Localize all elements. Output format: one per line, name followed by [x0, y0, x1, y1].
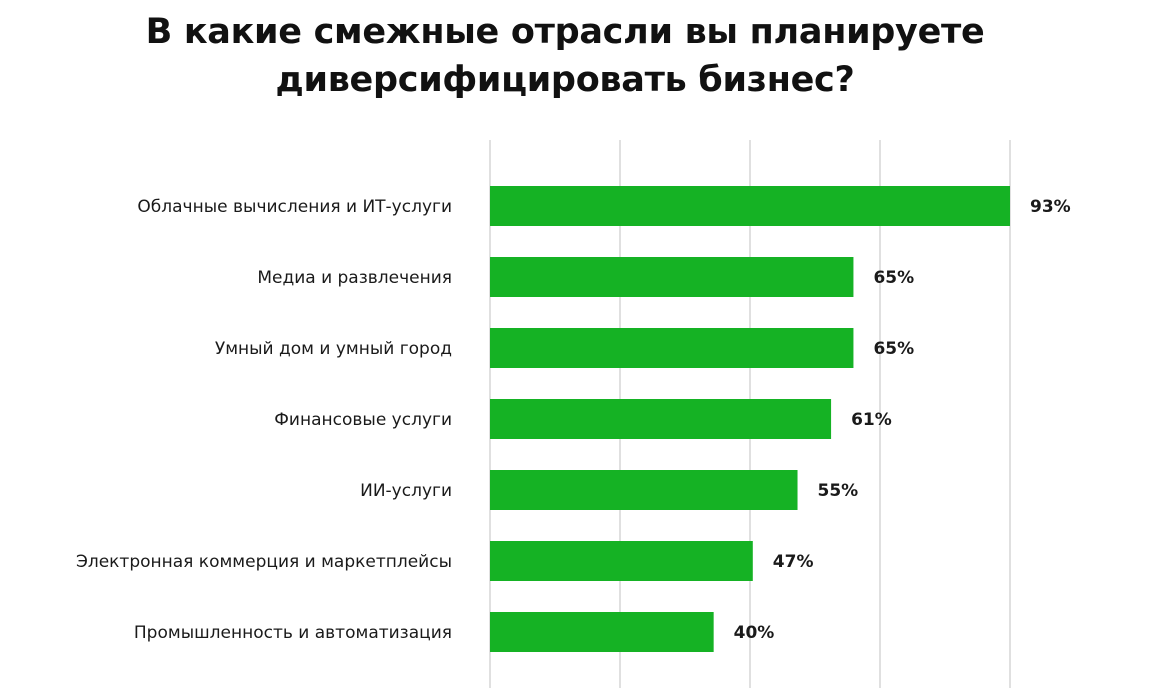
value-label: 65% — [873, 268, 914, 288]
chart-title-line-2: диверсифицировать бизнес? — [275, 60, 855, 100]
value-label: 47% — [773, 552, 814, 572]
category-label: Медиа и развлечения — [257, 268, 452, 288]
chart-title: В какие смежные отрасли вы планируете ди… — [0, 8, 1130, 104]
value-label: 55% — [818, 481, 859, 501]
category-label: Облачные вычисления и ИТ-услуги — [137, 197, 452, 217]
category-label: Электронная коммерция и маркетплейсы — [76, 552, 452, 572]
bar — [490, 328, 854, 368]
category-label: Финансовые услуги — [274, 410, 452, 430]
category-label: ИИ-услуги — [360, 481, 452, 501]
bar — [490, 541, 753, 581]
bar — [490, 257, 854, 297]
category-label: Промышленность и автоматизация — [134, 623, 452, 643]
chart-title-line-1: В какие смежные отрасли вы планируете — [145, 12, 985, 52]
value-label: 40% — [734, 623, 775, 643]
bar — [490, 612, 714, 652]
bar — [490, 399, 832, 439]
value-label: 93% — [1030, 197, 1071, 217]
value-label: 65% — [873, 339, 914, 359]
category-label: Умный дом и умный город — [215, 339, 452, 359]
bar — [490, 186, 1010, 226]
bar — [490, 470, 798, 510]
value-label: 61% — [851, 410, 892, 430]
